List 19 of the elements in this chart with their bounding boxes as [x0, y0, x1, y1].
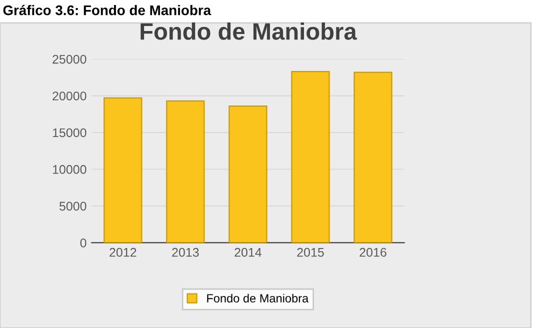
y-tick-label: 10000 — [52, 165, 86, 174]
y-tick-label: 25000 — [52, 54, 86, 64]
bar — [228, 106, 268, 243]
chart-title: Fondo de Maniobra — [140, 22, 357, 40]
bar — [166, 100, 205, 243]
x-tick-label: 2014 — [234, 248, 262, 257]
bar — [354, 72, 392, 243]
x-tick-label: 2013 — [172, 248, 199, 257]
bar — [104, 97, 142, 243]
text: Gráfico 3.6: Fondo de Maniobra — [3, 4, 212, 16]
y-tick-label: 0 — [80, 238, 86, 248]
legend-label: Fondo de Maniobra — [207, 294, 309, 302]
x-tick-label: 2016 — [360, 248, 386, 257]
y-tick-label: 15000 — [52, 128, 86, 138]
y-tick-label: 20000 — [52, 92, 86, 100]
x-tick-label: 2015 — [297, 248, 324, 257]
y-tick-label: 5000 — [59, 202, 86, 211]
x-tick-label: 2012 — [110, 248, 136, 257]
bar — [291, 70, 330, 243]
